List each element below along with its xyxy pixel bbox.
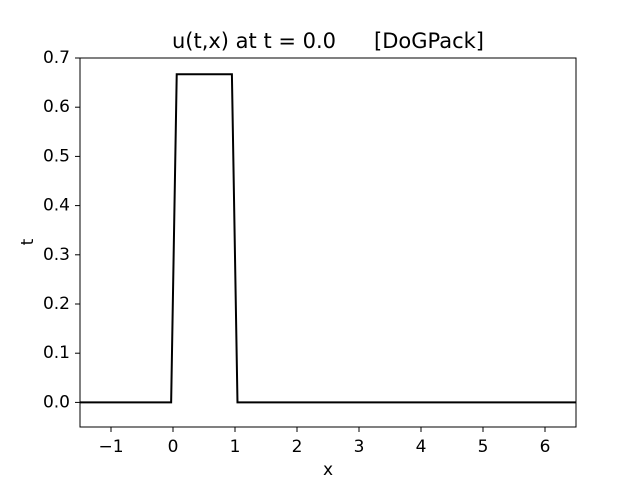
series-layer [80,73,576,404]
series-line-0 [80,73,576,404]
x-tick-label: 5 [478,437,489,457]
x-tick-label: 3 [354,437,365,457]
y-axis-label: t [18,238,38,245]
ticks-layer: −1 0 1 2 3 4 5 6 0.0 0.1 0.2 0.3 0.4 0.5 0.6 0.7 [43,48,550,457]
chart-title-main: u(t,x) at t = 0.0 [172,29,336,53]
y-tick-label: 0.2 [43,294,70,314]
x-tick-label: 2 [292,437,303,457]
y-tick-label: 0.4 [43,196,70,216]
x-tick-label: 6 [540,437,551,457]
y-tick-label: 0.6 [43,97,70,117]
y-tick-label: 0.3 [43,245,70,265]
x-tick-label: 4 [416,437,427,457]
chart-title: u(t,x) at t = 0.0 [DoGPack] [172,29,484,53]
x-tick-label: −1 [98,437,123,457]
x-tick-label: 0 [168,437,179,457]
y-tick-label: 0.1 [43,343,70,363]
y-tick-label: 0.5 [43,146,70,166]
x-axis-label: x [323,460,333,480]
x-tick-label: 1 [230,437,241,457]
plot-frame [79,57,577,428]
y-tick-label: 0.0 [43,392,70,412]
chart-title-suffix: [DoGPack] [374,29,484,53]
y-tick-label: 0.7 [43,48,70,68]
